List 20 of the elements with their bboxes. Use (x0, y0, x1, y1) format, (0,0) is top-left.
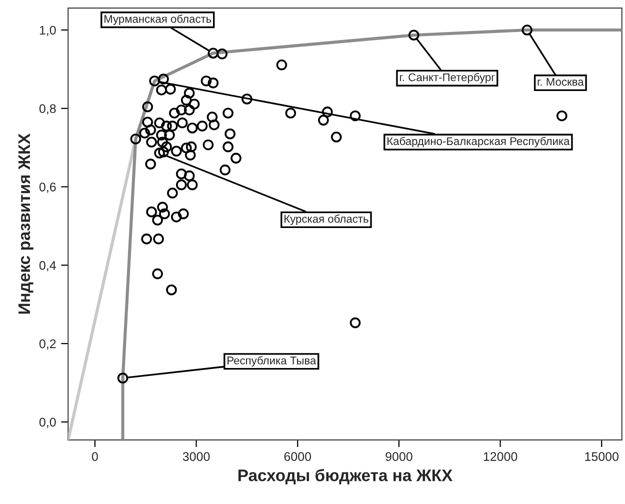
x-tick-label: 6000 (284, 452, 312, 461)
y-tick-label: 0,0 (39, 418, 56, 428)
annotation: Курская область (284, 214, 368, 225)
x-tick-label: 15000 (585, 452, 618, 461)
y-tick-label: 1,0 (40, 26, 56, 36)
x-axis-title: Расходы бюджета на ЖКХ (238, 468, 453, 484)
x-tick-label: 0 (92, 452, 98, 461)
annotation: Республика Тыва (228, 356, 316, 367)
annotation: Мурманская область (104, 14, 212, 26)
annotation: г. Москва (538, 78, 584, 86)
x-tick-label: 12000 (484, 452, 518, 461)
y-tick-label: 0,2 (39, 339, 56, 350)
annotation: Кабардино-Балкарская Республика (388, 136, 570, 148)
y-axis-title: Индекс развития ЖКХ (18, 133, 34, 314)
annotation: г. Санкт-Петербург (400, 72, 495, 84)
y-tick-label: 0,4 (39, 260, 56, 272)
y-tick-label: 0,8 (39, 104, 56, 115)
x-tick-label: 3000 (182, 452, 210, 461)
y-tick-label: 0,6 (39, 182, 56, 193)
x-tick-label: 9000 (386, 452, 412, 461)
